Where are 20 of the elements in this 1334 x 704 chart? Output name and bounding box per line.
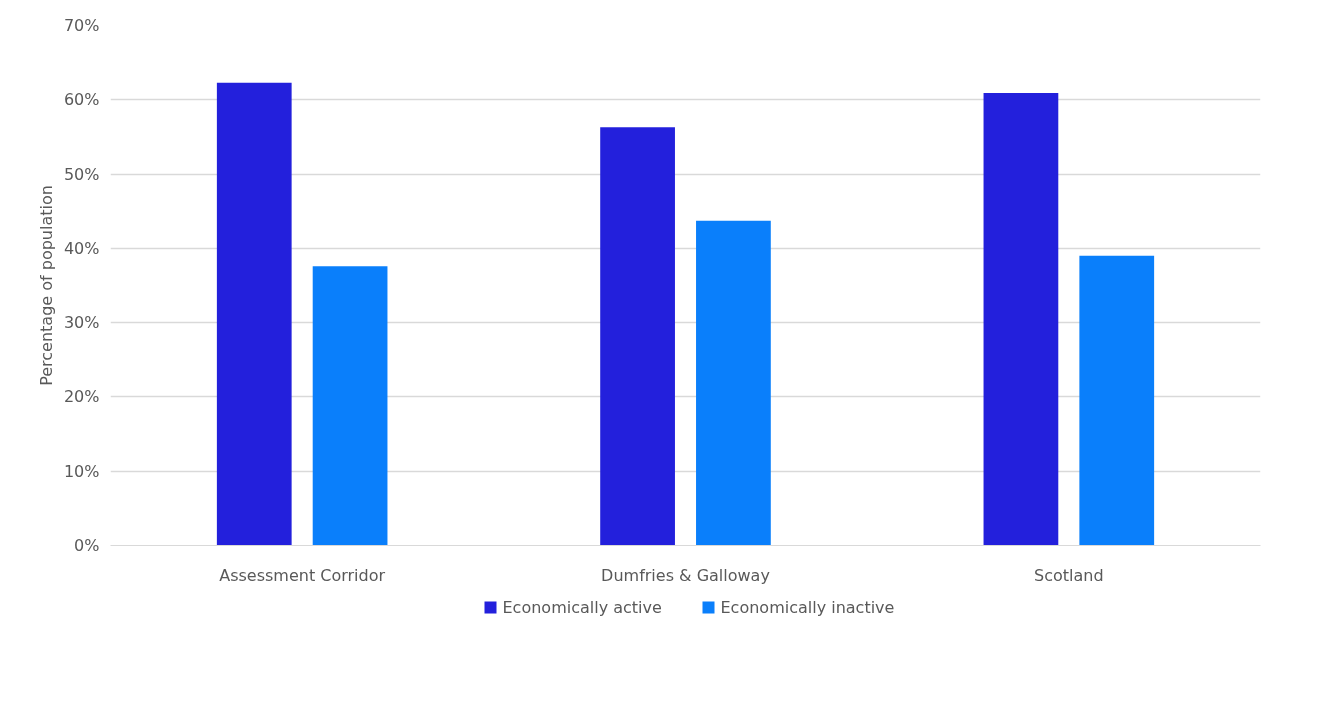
y-tick-label: 40% — [63, 238, 100, 258]
legend-label: Economically inactive — [720, 598, 895, 617]
y-axis-title: Percentage of population — [36, 185, 56, 386]
y-tick-label: 0% — [74, 536, 100, 555]
x-tick-label: Dumfries & Galloway — [601, 565, 770, 585]
y-tick-label: 70% — [63, 16, 100, 35]
x-tick-label: Assessment Corridor — [219, 565, 386, 585]
y-tick-label: 50% — [63, 164, 100, 184]
x-tick-label: Scotland — [1034, 565, 1104, 585]
bar — [983, 93, 1059, 546]
bar — [312, 266, 388, 546]
y-tick-label: 30% — [63, 313, 100, 333]
bar — [216, 82, 292, 546]
bar — [696, 220, 771, 546]
y-tick-label: 10% — [63, 461, 100, 481]
y-tick-label: 20% — [63, 387, 100, 407]
legend-label: Economically active — [502, 598, 662, 617]
y-tick-label: 60% — [63, 90, 100, 110]
bar — [600, 127, 675, 546]
bar — [1079, 255, 1155, 546]
